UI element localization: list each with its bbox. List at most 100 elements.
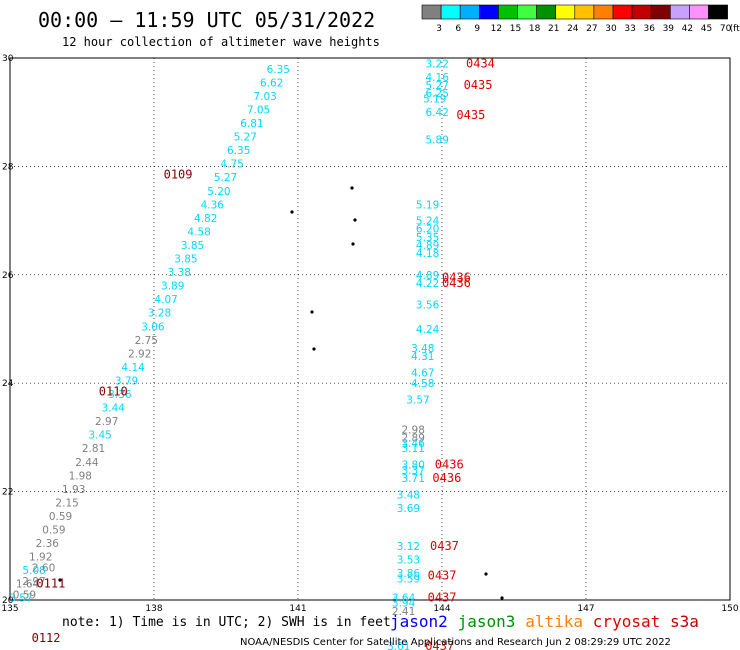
time-label: 0112 <box>32 631 61 645</box>
chart-subtitle: 12 hour collection of altimeter wave hei… <box>62 35 380 49</box>
scale-label: 42 <box>682 24 693 34</box>
swh-value-label: 5.35 <box>416 232 439 244</box>
scale-swatch <box>478 4 499 20</box>
swh-value-label: 3.06 <box>141 321 165 333</box>
x-tick-label: 141 <box>289 604 306 614</box>
swh-value-label: 2.98 <box>402 424 425 436</box>
swh-value-label: 4.18 <box>416 248 439 260</box>
island-marker <box>58 578 62 582</box>
satellite-legend-label: s3a <box>670 612 699 631</box>
swh-value-label: 3.69 <box>397 503 420 515</box>
y-tick-label: 22 <box>2 488 13 498</box>
swh-value-label: 3.80 <box>402 460 425 472</box>
satellite-legend-label: jason3 <box>458 612 516 631</box>
scale-label: 30 <box>605 24 617 34</box>
scale-label: 18 <box>529 24 541 34</box>
scale-label: 9 <box>474 24 480 34</box>
scale-swatch <box>708 4 728 20</box>
swh-value-label: 3.85 <box>181 240 204 252</box>
swh-value-label: 3.46 <box>402 438 426 450</box>
island-marker <box>351 242 355 246</box>
satellite-legend-label: jason2 <box>390 612 448 631</box>
scale-swatch <box>669 4 690 20</box>
swh-value-label: 3.86 <box>397 568 421 580</box>
scale-label: 6 <box>455 24 461 34</box>
swh-value-label: 3.57 <box>406 394 429 406</box>
time-label: 0435 <box>456 108 485 122</box>
scale-label: 36 <box>643 24 655 34</box>
scale-swatch <box>593 4 614 20</box>
swh-value-label: 0.59 <box>49 511 72 523</box>
swh-value-label: 3.94 <box>392 598 416 610</box>
swh-value-label: 4.75 <box>220 159 243 171</box>
scale-swatch <box>517 4 537 20</box>
swh-value-label: 4.82 <box>194 213 217 225</box>
island-marker <box>353 218 357 222</box>
y-tick-label: 20 <box>2 596 14 606</box>
swh-value-label: 3.64 <box>392 592 416 604</box>
swh-value-label: 4.07 <box>154 294 177 306</box>
x-tick-label: 150 <box>721 604 738 614</box>
swh-value-label: 2.97 <box>22 576 45 588</box>
swh-value-label: 3.38 <box>168 267 191 279</box>
scale-label: 24 <box>567 24 579 34</box>
island-marker <box>312 347 316 351</box>
swh-value-label: 1.64 <box>16 579 40 591</box>
swh-value-label: 6.25 <box>426 88 449 100</box>
satellite-legend-label: cryosat <box>593 612 660 631</box>
scale-label: 27 <box>586 24 597 34</box>
swh-value-label: 7.05 <box>247 104 270 116</box>
swh-value-label: 5.08 <box>22 565 45 577</box>
swh-value-label: 3.11 <box>402 443 425 455</box>
x-tick-label: 138 <box>145 604 162 614</box>
island-marker <box>310 310 314 314</box>
swh-value-label: 1.92 <box>29 552 52 564</box>
scale-swatch <box>440 4 461 20</box>
swh-value-label: 4.89 <box>416 270 439 282</box>
y-tick-label: 30 <box>2 54 14 64</box>
swh-value-label: 5.19 <box>416 199 439 211</box>
swh-value-label: 4.58 <box>187 226 210 238</box>
time-labels: 0109011001110112043404350435043604360436… <box>32 56 495 650</box>
swh-value-label: 3.01 <box>387 641 410 650</box>
swh-value-label: 2.75 <box>135 335 158 347</box>
satellite-legend-label: altika <box>525 612 583 631</box>
time-label: 0436 <box>442 271 471 285</box>
scale-label: 12 <box>491 24 502 34</box>
swh-value-label: 0.59 <box>42 525 65 537</box>
swh-value-label: 4.89 <box>416 240 439 252</box>
swh-value-label: 3.44 <box>102 403 126 415</box>
swh-value-label: 3.85 <box>174 254 197 266</box>
scale-label: 33 <box>624 24 635 34</box>
scale-swatch <box>574 4 595 20</box>
swh-value-label: 2.92 <box>128 348 151 360</box>
swh-value-label: 6.35 <box>227 145 250 157</box>
swh-value-label: 4.36 <box>201 199 225 211</box>
time-label: 0111 <box>36 577 65 591</box>
time-label: 0435 <box>464 78 493 92</box>
swh-value-label: 3.48 <box>397 489 420 501</box>
swh-value-label: 4.14 <box>121 362 145 374</box>
swh-value-label: 2.60 <box>32 562 55 574</box>
swh-value-label: 1.98 <box>69 470 92 482</box>
swh-value-label: 6.35 <box>267 64 290 76</box>
swh-value-label: 3.79 <box>115 375 138 387</box>
scale-label: 3 <box>436 24 442 34</box>
swh-value-label: 4.22 <box>416 278 439 290</box>
swh-value-label: 3.45 <box>88 430 111 442</box>
x-tick-label: 147 <box>577 604 594 614</box>
time-label: 0110 <box>99 384 128 398</box>
time-label: 0434 <box>466 56 495 70</box>
swh-value-label: 5.19 <box>423 94 446 106</box>
swh-value-label: 6.62 <box>260 77 283 89</box>
y-tick-label: 26 <box>2 271 14 281</box>
swh-value-label: 2.97 <box>95 416 118 428</box>
swh-value-label: 5.27 <box>214 172 237 184</box>
time-label: 0109 <box>164 168 193 182</box>
swh-value-label: 4.67 <box>411 367 434 379</box>
swh-value-label: 3.28 <box>148 308 171 320</box>
swh-value-label: 2.41 <box>392 606 415 618</box>
